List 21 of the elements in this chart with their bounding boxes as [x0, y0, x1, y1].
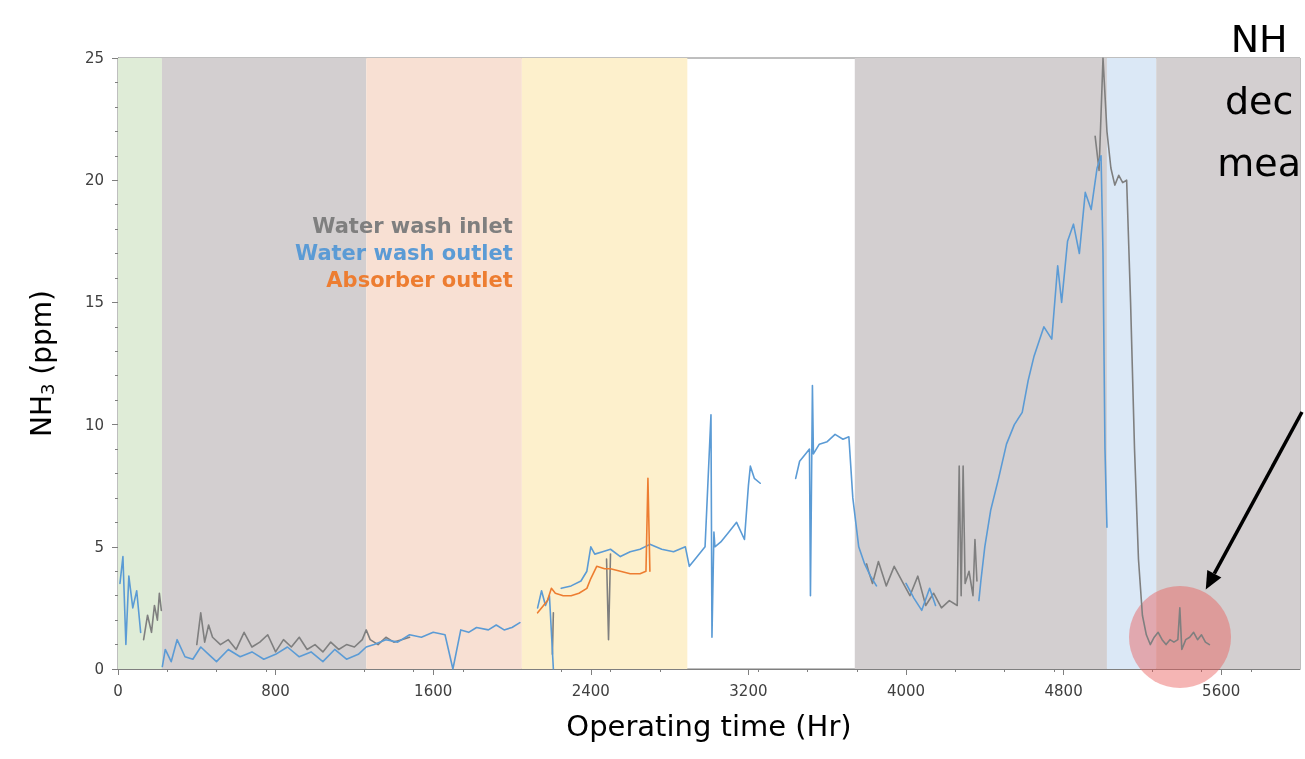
annotation: NH dec mea: [1217, 17, 1301, 185]
x-tick-label: 4000: [886, 681, 926, 700]
x-tick-label: 1600: [414, 681, 453, 700]
y-tick-label: 0: [94, 660, 104, 678]
x-tick-label: 800: [261, 681, 290, 700]
text: Water wash outlet: [295, 240, 513, 265]
y-tick-label: 25: [84, 49, 104, 67]
text: Absorber outlet: [326, 267, 513, 292]
y-tick-label: 10: [84, 415, 104, 434]
x-tick-label: 5600: [1202, 681, 1241, 700]
y-axis-title: NH3 (ppm): [24, 289, 58, 438]
x-tick-label: 2400: [571, 681, 610, 700]
x-tick-label: 4800: [1044, 681, 1083, 700]
x-axis-title: Operating time (Hr): [566, 708, 852, 743]
x-tick-label: 0: [113, 681, 123, 700]
y-tick-label: 5: [94, 537, 104, 556]
y-tick-label: 20: [84, 171, 104, 190]
line-series: [536, 477, 651, 614]
y-tick-label: 15: [84, 293, 104, 312]
text: Water wash inlet: [312, 213, 513, 238]
x-tick-label: 3200: [729, 681, 768, 700]
